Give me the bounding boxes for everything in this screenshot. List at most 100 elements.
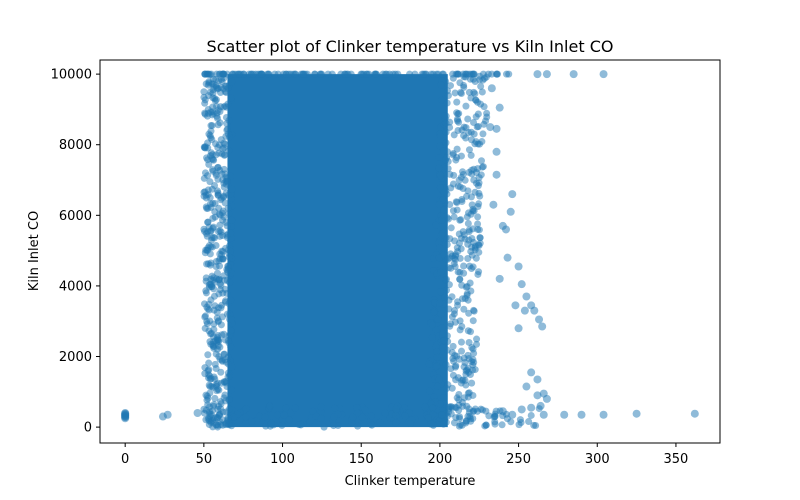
scatter-point (227, 343, 235, 351)
scatter-point (437, 310, 445, 318)
scatter-points (121, 70, 699, 423)
scatter-point (469, 263, 477, 271)
scatter-point (466, 371, 474, 379)
scatter-point (440, 337, 448, 345)
scatter-point (433, 70, 441, 78)
scatter-point (317, 414, 325, 422)
scatter-point (464, 115, 472, 123)
scatter-point (267, 419, 275, 427)
scatter-point (242, 413, 250, 421)
scatter-point (457, 338, 465, 346)
scatter-point (468, 379, 476, 387)
scatter-point (493, 70, 501, 78)
scatter-point (211, 360, 219, 368)
scatter-point (204, 218, 212, 226)
scatter-point (479, 163, 487, 171)
scatter-point (530, 421, 538, 429)
scatter-point (435, 164, 443, 172)
scatter-point (428, 333, 436, 341)
scatter-point (522, 292, 531, 301)
scatter-point (204, 351, 212, 359)
scatter-point (224, 414, 232, 422)
scatter-point (215, 386, 223, 394)
scatter-point (535, 315, 544, 324)
scatter-point (450, 213, 458, 221)
scatter-point (456, 183, 464, 191)
scatter-point (470, 306, 478, 314)
scatter-point (690, 409, 699, 418)
scatter-point (224, 373, 232, 381)
scatter-point (440, 206, 448, 214)
scatter-point (447, 264, 455, 272)
scatter-point (533, 375, 542, 384)
scatter-point (228, 185, 236, 193)
scatter-point (463, 192, 471, 200)
scatter-point (223, 178, 231, 186)
scatter-point (217, 379, 225, 387)
scatter-point (261, 413, 269, 421)
scatter-point (492, 147, 501, 156)
scatter-point (495, 274, 504, 283)
scatter-point (479, 130, 487, 138)
chart-title: Scatter plot of Clinker temperature vs K… (207, 37, 614, 56)
scatter-point (226, 253, 234, 261)
scatter-point (219, 207, 227, 215)
scatter-point (467, 94, 475, 102)
scatter-point (219, 255, 227, 263)
scatter-point (447, 320, 455, 328)
scatter-point (433, 362, 441, 370)
scatter-point (458, 323, 466, 331)
scatter-point (446, 118, 454, 126)
scatter-point (447, 224, 455, 232)
scatter-point (205, 70, 213, 78)
scatter-point (201, 143, 209, 151)
scatter-point (202, 274, 210, 282)
scatter-point (471, 405, 479, 413)
scatter-point (209, 199, 217, 207)
scatter-point (163, 410, 172, 419)
scatter-point (475, 174, 483, 182)
scatter-point (219, 421, 227, 429)
scatter-point (469, 205, 477, 213)
scatter-point (428, 321, 436, 329)
scatter-point (465, 338, 473, 346)
scatter-point (476, 234, 484, 242)
scatter-point (212, 263, 220, 271)
scatter-point (295, 421, 303, 429)
scatter-point (471, 366, 479, 374)
scatter-point (200, 88, 208, 96)
dense-region-core (227, 74, 448, 428)
scatter-point (213, 112, 221, 120)
scatter-point (474, 213, 482, 221)
scatter-point (453, 98, 461, 106)
scatter-point (451, 307, 459, 315)
x-tick-label: 300 (585, 452, 610, 467)
scatter-point (214, 191, 222, 199)
scatter-point (522, 382, 531, 391)
scatter-point (443, 412, 451, 420)
scatter-point (427, 420, 435, 428)
scatter-point (437, 288, 445, 296)
scatter-point (439, 70, 447, 78)
scatter-point (258, 70, 266, 78)
scatter-point (220, 70, 228, 78)
scatter-point (206, 178, 214, 186)
scatter-point (311, 70, 319, 78)
scatter-point (481, 422, 489, 430)
scatter-point (202, 194, 210, 202)
scatter-point (217, 89, 225, 97)
scatter-point (470, 70, 478, 78)
scatter-point (426, 387, 434, 395)
scatter-point (448, 293, 456, 301)
scatter-point (473, 335, 481, 343)
scatter-point (217, 75, 225, 83)
scatter-point (477, 157, 485, 165)
scatter-point (498, 407, 507, 416)
scatter-point (440, 394, 448, 402)
scatter-point (205, 78, 213, 86)
scatter-point (211, 394, 219, 402)
scatter-point (209, 233, 217, 241)
scatter-point (632, 409, 641, 418)
scatter-point (344, 70, 352, 78)
x-axis-label: Clinker temperature (345, 474, 476, 489)
